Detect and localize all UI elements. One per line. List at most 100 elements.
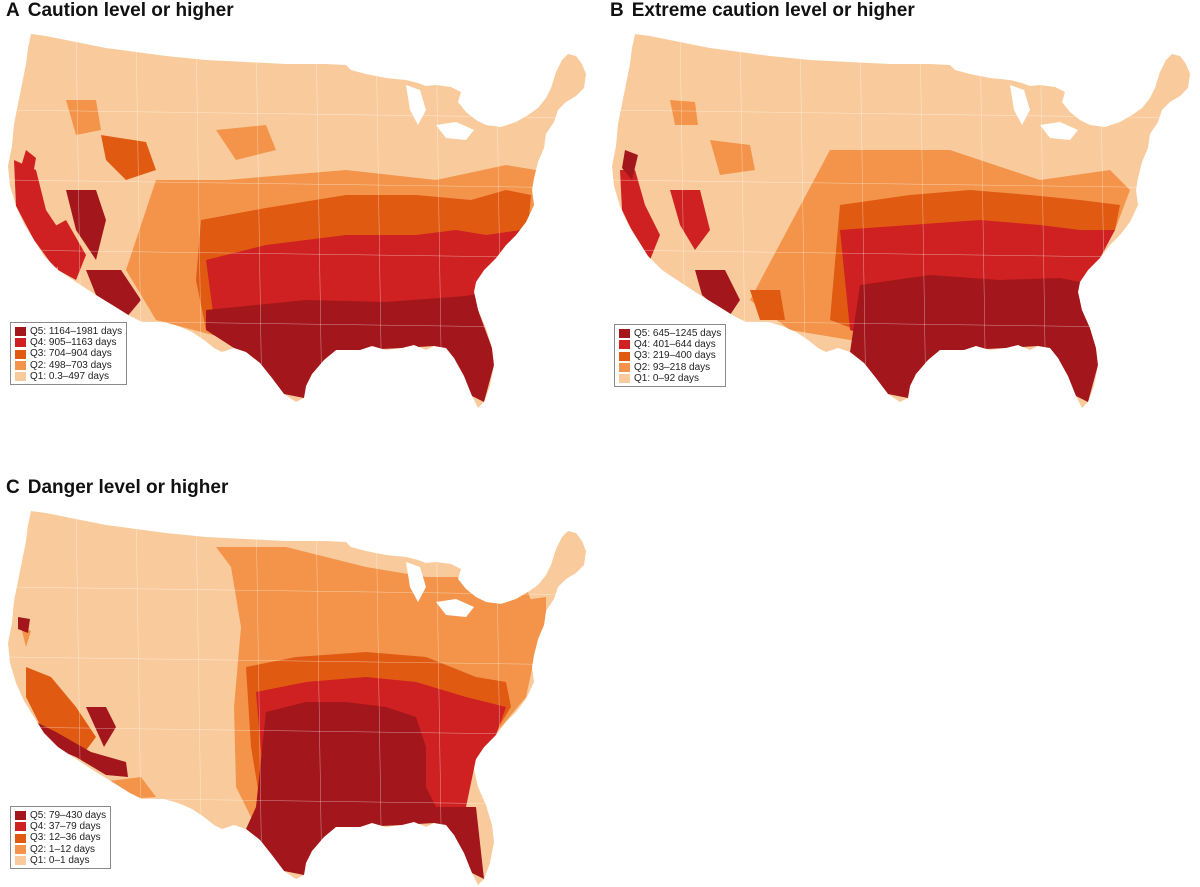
boundary-line [255,511,263,885]
region-q2 [216,125,276,160]
panel-a: A Caution level or higher Q5: 1164–1981 d… [6,0,594,430]
legend-swatch [15,349,26,359]
boundary-line [435,34,443,408]
legend-swatch [15,360,26,370]
region-q4 [48,220,86,280]
legend-swatch [619,373,630,383]
boundary-line [8,249,586,259]
panel-a-title: A Caution level or higher [6,0,234,22]
region-q3 [750,290,785,320]
legend-a-row-q4: Q4: 905–1163 days [15,337,122,348]
region-q3 [101,135,156,180]
region-q2 [66,100,101,135]
legend-b-row-q5: Q5: 645–1245 days [619,328,721,339]
legend-label: Q4: 905–1163 days [30,337,117,349]
region-q2 [101,777,156,799]
legend-b-row-q1: Q1: 0–92 days [619,373,721,384]
boundary-line [315,511,323,885]
region-q4 [20,150,36,180]
us-choropleth-map-a [8,34,586,408]
legend-label: Q4: 37–79 days [30,821,101,833]
panel-c: C Danger level or higher Q5: 79–430 days … [6,477,594,885]
legend-b-row-q3: Q3: 219–400 days [619,350,721,361]
choropleth-regions [8,511,586,885]
panel-b-letter: B [610,0,624,21]
region-q2 [21,627,31,647]
legend-label: Q3: 219–400 days [634,350,716,362]
legend-swatch [15,338,26,348]
boundary-line [435,511,443,885]
panel-c-letter: C [6,477,20,498]
lake [436,599,474,617]
legend-swatch [15,811,26,821]
region-q5 [36,722,128,777]
legend-swatch [15,844,26,854]
legend-c: Q5: 79–430 days Q4: 37–79 days Q3: 12–36… [10,806,112,870]
legend-label: Q2: 1–12 days [30,843,96,855]
panel-c-title-text: Danger level or higher [27,477,229,498]
region-q2 [670,100,698,125]
legend-label: Q1: 0–1 days [30,854,90,866]
boundary-line [375,34,383,408]
region-q5 [695,270,740,318]
region-q4 [620,170,660,260]
legend-label: Q1: 0–92 days [634,372,700,384]
legend-swatch [619,329,630,339]
region-q5 [246,702,484,879]
legend-b: Q5: 645–1245 days Q4: 401–644 days Q3: 2… [614,324,727,388]
legend-swatch [619,351,630,361]
panel-a-title-text: Caution level or higher [27,0,234,21]
panel-c-title: C Danger level or higher [6,477,228,499]
boundary-line [612,179,1190,189]
panel-b-title: B Extreme caution level or higher [610,0,915,22]
legend-label: Q5: 645–1245 days [634,328,722,339]
boundary-line [8,179,586,189]
region-q5 [622,150,638,180]
legend-a-row-q2: Q2: 498–703 days [15,360,122,371]
boundary-line [375,511,383,885]
legend-label: Q2: 498–703 days [30,359,112,371]
lake [406,85,426,125]
legend-swatch [15,822,26,832]
legend-b-row-q4: Q4: 401–644 days [619,339,721,350]
legend-a: Q5: 1164–1981 days Q4: 905–1163 days Q3:… [10,322,128,386]
legend-swatch [15,327,26,337]
region-q5 [66,190,106,260]
legend-c-row-q2: Q2: 1–12 days [15,844,106,855]
lake [476,587,511,599]
boundary-line [255,34,263,408]
lake [436,122,474,140]
panel-b-title-text: Extreme caution level or higher [631,0,915,21]
legend-swatch [619,362,630,372]
legend-c-row-q4: Q4: 37–79 days [15,821,106,832]
region-q5 [18,617,30,633]
region-q5 [206,292,494,402]
legend-label: Q1: 0.3–497 days [30,370,109,382]
region-q2 [710,140,755,175]
us-choropleth-map-b [612,34,1190,408]
legend-c-row-q1: Q1: 0–1 days [15,855,106,866]
legend-swatch [15,833,26,843]
legend-a-row-q1: Q1: 0.3–497 days [15,371,122,382]
lake [1040,122,1078,140]
boundary-line [919,34,927,408]
legend-label: Q5: 1164–1981 days [30,326,123,337]
legend-label: Q5: 79–430 days [30,810,107,821]
legend-swatch [15,855,26,865]
boundary-line [1039,34,1047,408]
legend-label: Q3: 704–904 days [30,348,112,360]
boundary-line [859,34,867,408]
region-q4 [670,190,710,250]
lake [476,110,511,122]
boundary-line [979,34,987,408]
region-q5 [850,275,1098,402]
panel-a-letter: A [6,0,20,21]
panel-b: B Extreme caution level or higher Q5: 645… [610,0,1198,430]
boundary-line [8,656,586,666]
legend-swatch [15,371,26,381]
lake [1010,85,1030,125]
lake [406,562,426,602]
legend-a-row-q3: Q3: 704–904 days [15,348,122,359]
region-q3 [26,667,96,757]
lake [1080,110,1115,122]
